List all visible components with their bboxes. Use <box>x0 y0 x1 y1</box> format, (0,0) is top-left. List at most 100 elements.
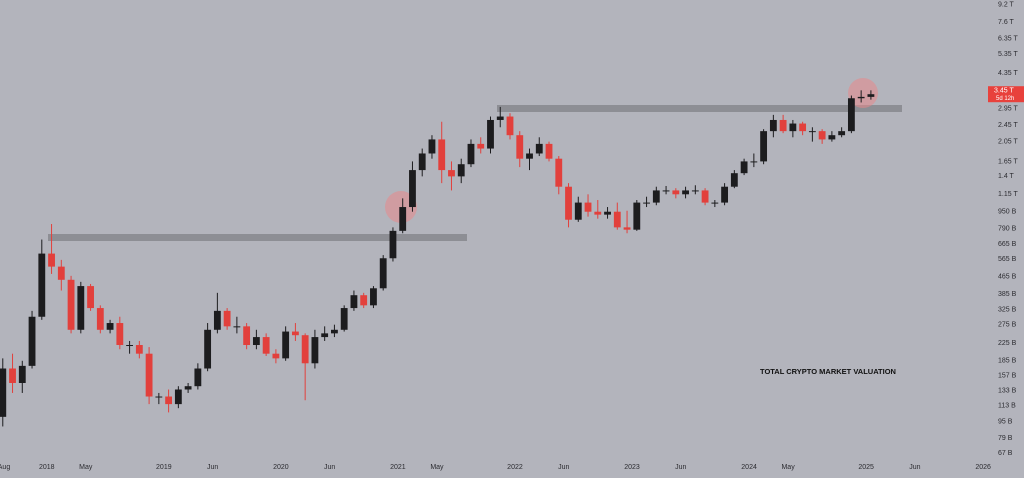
y-tick-label: 7.6 T <box>998 19 1015 26</box>
x-tick-label: 2026 <box>975 464 991 471</box>
y-tick-label: 95 B <box>998 418 1013 425</box>
candle-body <box>282 331 290 359</box>
resistance-band <box>497 105 902 112</box>
candle-body <box>789 123 797 132</box>
price-tag <box>988 86 1024 103</box>
candle-body <box>350 295 358 309</box>
x-tick-label: 2019 <box>156 464 172 471</box>
candle-body <box>604 211 611 215</box>
x-tick-label: Aug <box>0 464 10 471</box>
candle-body <box>457 164 465 177</box>
candle-body <box>57 266 65 280</box>
candle-body <box>487 119 494 149</box>
candle-body <box>331 329 338 334</box>
candle-body <box>340 308 348 330</box>
candle-body <box>701 190 709 203</box>
candle-body <box>28 316 36 366</box>
candle-body <box>233 326 241 328</box>
candle-body <box>204 329 212 369</box>
x-tick-label: 2023 <box>624 464 640 471</box>
y-tick-label: 1.65 T <box>998 158 1018 165</box>
candle-body <box>691 190 699 192</box>
x-tick-label: 2018 <box>39 464 55 471</box>
candle-body <box>67 279 75 330</box>
y-tick-label: 465 B <box>998 274 1017 281</box>
candle-body <box>526 153 533 159</box>
candle-body <box>291 331 299 336</box>
y-tick-label: 79 B <box>998 435 1013 442</box>
candle-body <box>584 202 592 212</box>
candle-body <box>506 116 514 136</box>
y-tick-label: 185 B <box>998 358 1017 365</box>
y-tick-label: 665 B <box>998 241 1017 248</box>
candle-body <box>87 286 94 309</box>
candle-body <box>418 153 426 171</box>
candle-body <box>194 368 202 387</box>
y-tick-label: 1.15 T <box>998 191 1018 198</box>
candle-body <box>360 295 368 306</box>
y-tick-label: 133 B <box>998 388 1017 395</box>
candle-body <box>321 333 329 338</box>
candle-body <box>165 396 173 405</box>
y-tick-label: 6.35 T <box>998 35 1018 42</box>
highlight-circle <box>385 191 417 223</box>
candle-body <box>516 135 524 159</box>
candle-body <box>672 190 680 195</box>
candle-body <box>574 202 582 220</box>
candle-body <box>711 202 719 204</box>
y-tick-label: 9.2 T <box>998 2 1015 9</box>
candle-body <box>750 161 758 163</box>
candle-body <box>155 396 163 398</box>
candle-body <box>594 211 602 215</box>
price-label: 3.45 T <box>994 88 1014 95</box>
y-tick-label: 385 B <box>998 291 1017 298</box>
candle-body <box>623 227 631 230</box>
candle-body <box>18 365 26 383</box>
candle-body <box>77 286 85 330</box>
x-tick-label: 2020 <box>273 464 289 471</box>
candle-body <box>652 190 660 203</box>
candle-body <box>477 143 485 149</box>
candle-body <box>828 135 836 140</box>
candle-body <box>252 337 260 346</box>
candle-body <box>389 230 397 259</box>
candle-body <box>721 186 729 203</box>
candle-body <box>545 143 553 159</box>
x-tick-label: Jun <box>324 464 335 471</box>
y-tick-label: 2.45 T <box>998 122 1018 129</box>
candle-body <box>96 308 104 330</box>
candle-body <box>662 190 670 192</box>
x-tick-label: 2024 <box>741 464 757 471</box>
candle-body <box>857 96 865 99</box>
candle-body <box>409 170 416 208</box>
y-tick-label: 2.05 T <box>998 138 1018 145</box>
x-tick-label: Jun <box>909 464 920 471</box>
candle-body <box>779 119 787 132</box>
candle-body <box>740 161 748 174</box>
y-tick-label: 67 B <box>998 450 1013 457</box>
candle-body <box>106 323 114 330</box>
candle-body <box>467 143 475 165</box>
x-tick-label: 2022 <box>507 464 523 471</box>
x-tick-label: Jun <box>558 464 569 471</box>
candle-body <box>135 345 143 354</box>
countdown: 5d 12h <box>996 96 1014 102</box>
candle-body <box>116 323 124 346</box>
candle-body <box>808 131 816 133</box>
candle-body <box>613 211 621 228</box>
x-tick-label: May <box>430 464 444 471</box>
x-tick-label: 2021 <box>390 464 406 471</box>
candle-body <box>838 131 846 136</box>
candle-body <box>769 119 777 132</box>
candle-body <box>438 139 446 171</box>
annotation: TOTAL CRYPTO MARKET VALUATION <box>760 367 896 376</box>
candle-body <box>48 253 55 267</box>
candle-body <box>223 310 231 327</box>
candle-body <box>0 368 7 417</box>
candle-body <box>311 337 319 364</box>
y-tick-label: 4.35 T <box>998 70 1018 77</box>
x-tick-label: May <box>781 464 795 471</box>
candle-body <box>399 207 407 231</box>
